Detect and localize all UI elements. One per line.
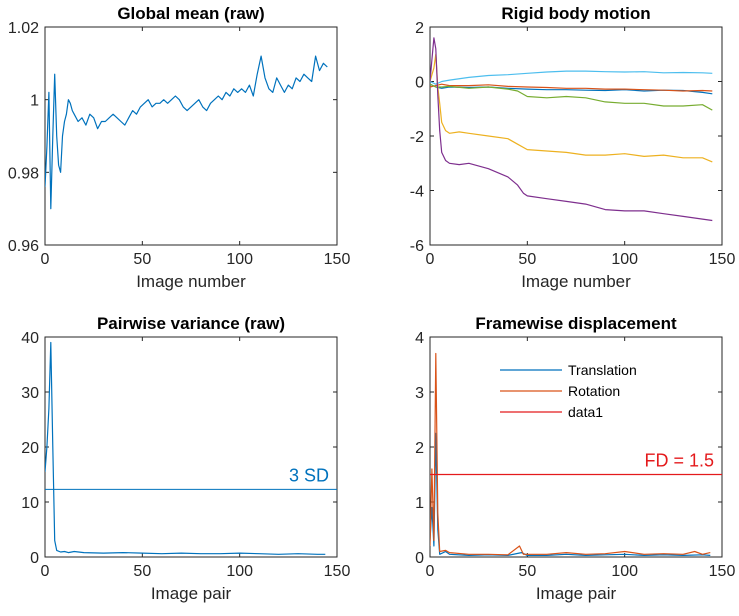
series-line-2 (430, 352, 711, 556)
x-tick-label: 100 (611, 563, 638, 580)
legend-label: data1 (568, 404, 603, 420)
y-tick-label: -4 (410, 184, 424, 201)
series-line-3 (430, 83, 713, 92)
y-tick-label: 3 (415, 385, 424, 402)
y-tick-label: 40 (21, 330, 39, 347)
y-tick-label: 0 (30, 550, 39, 567)
y-tick-label: 0 (415, 550, 424, 567)
y-tick-label: 0.96 (8, 238, 39, 255)
x-tick-label: 50 (133, 251, 151, 268)
x-tick-label: 150 (324, 563, 351, 580)
chart-panel-4: Framewise displacement 0 50 100 150 0 1 2 3 4 Imag… (415, 314, 735, 603)
x-tick-label: 150 (709, 251, 736, 268)
x-tick-label: 150 (324, 251, 351, 268)
chart-title: Global mean (raw) (117, 4, 264, 23)
y-tick-label: 1 (415, 495, 424, 512)
chart-panel-3: Pairwise variance (raw) 0 50 100 150 0 10 20 30 4… (21, 314, 350, 603)
series-group (45, 341, 326, 555)
y-tick-label: -2 (410, 129, 424, 146)
x-tick-label: 0 (41, 251, 50, 268)
chart-title: Framewise displacement (475, 314, 677, 333)
x-tick-label: 50 (518, 251, 536, 268)
x-tick-label: 0 (41, 563, 50, 580)
series-line-1 (45, 341, 326, 555)
y-tick-label: 1 (30, 93, 39, 110)
chart-title: Rigid body motion (501, 4, 650, 23)
x-tick-label: 50 (518, 563, 536, 580)
plot-area (429, 26, 723, 246)
series-line-5 (430, 53, 713, 163)
series-line-1 (430, 70, 713, 85)
y-tick-label: 2 (415, 440, 424, 457)
chart-panel-2: Rigid body motion 0 50 100 150 -6 -4 -2 0 2 Image … (410, 4, 736, 291)
threshold-label: 3 SD (289, 465, 329, 485)
x-tick-label: 50 (133, 563, 151, 580)
plot-area (429, 336, 723, 558)
series-line-6 (430, 37, 713, 222)
series-group (430, 352, 722, 556)
plot-area (44, 336, 338, 558)
y-tick-label: 0 (415, 75, 424, 92)
y-tick-label: 1.02 (8, 20, 39, 37)
x-tick-label: 150 (709, 563, 736, 580)
chart-panel-1: Global mean (raw) 0 50 100 150 0.96 0.98 1 1.02 I… (8, 4, 351, 291)
series-group (45, 55, 328, 210)
series-group (430, 37, 713, 222)
y-tick-label: 10 (21, 495, 39, 512)
x-axis-label: Image number (521, 272, 631, 291)
series-line-1 (45, 55, 328, 210)
legend: Translation Rotation data1 (500, 362, 637, 420)
y-tick-label: 0.98 (8, 165, 39, 182)
y-tick-label: -6 (410, 238, 424, 255)
series-line-4 (430, 83, 713, 111)
x-tick-label: 100 (226, 563, 253, 580)
legend-label: Translation (568, 362, 637, 378)
y-tick-label: 30 (21, 385, 39, 402)
y-tick-label: 4 (415, 330, 424, 347)
chart-title: Pairwise variance (raw) (97, 314, 285, 333)
x-axis-label: Image pair (151, 584, 232, 603)
plot-area (44, 26, 338, 246)
x-tick-label: 100 (226, 251, 253, 268)
x-tick-label: 0 (426, 563, 435, 580)
x-axis-label: Image number (136, 272, 246, 291)
x-tick-label: 100 (611, 251, 638, 268)
y-tick-label: 20 (21, 440, 39, 457)
x-axis-label: Image pair (536, 584, 617, 603)
legend-label: Rotation (568, 383, 620, 399)
y-tick-label: 2 (415, 20, 424, 37)
x-tick-label: 0 (426, 251, 435, 268)
threshold-label: FD = 1.5 (644, 451, 714, 471)
